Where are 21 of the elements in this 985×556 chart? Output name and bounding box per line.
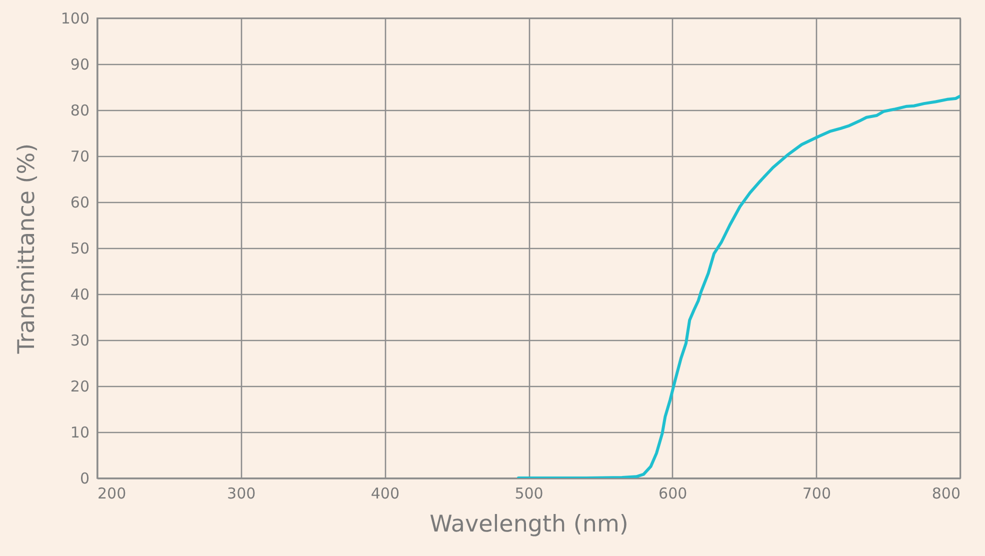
y-tick-label: 40 — [70, 286, 90, 304]
y-tick-label: 20 — [70, 378, 90, 396]
y-tick-label: 70 — [70, 148, 90, 166]
x-tick-label: 700 — [802, 484, 831, 502]
y-axis-title: Transmittance (%) — [14, 143, 40, 355]
y-tick-label: 100 — [60, 10, 90, 28]
x-tick-label: 600 — [658, 484, 688, 502]
y-tick-label: 10 — [70, 424, 90, 442]
x-tick-label: 300 — [227, 484, 256, 502]
y-tick-label: 0 — [80, 470, 90, 488]
x-tick-label: 800 — [932, 484, 960, 502]
y-tick-label: 30 — [70, 332, 90, 350]
y-tick-label: 60 — [70, 194, 90, 212]
x-tick-label: 200 — [98, 484, 126, 502]
line-series — [516, 94, 960, 478]
x-tick-label: 500 — [514, 484, 544, 502]
x-axis-title: Wavelength (nm) — [430, 512, 628, 538]
y-tick-label: 80 — [70, 102, 90, 120]
y-tick-label: 50 — [70, 240, 90, 258]
y-tick-label: 90 — [70, 56, 90, 74]
x-tick-label: 400 — [370, 484, 400, 502]
